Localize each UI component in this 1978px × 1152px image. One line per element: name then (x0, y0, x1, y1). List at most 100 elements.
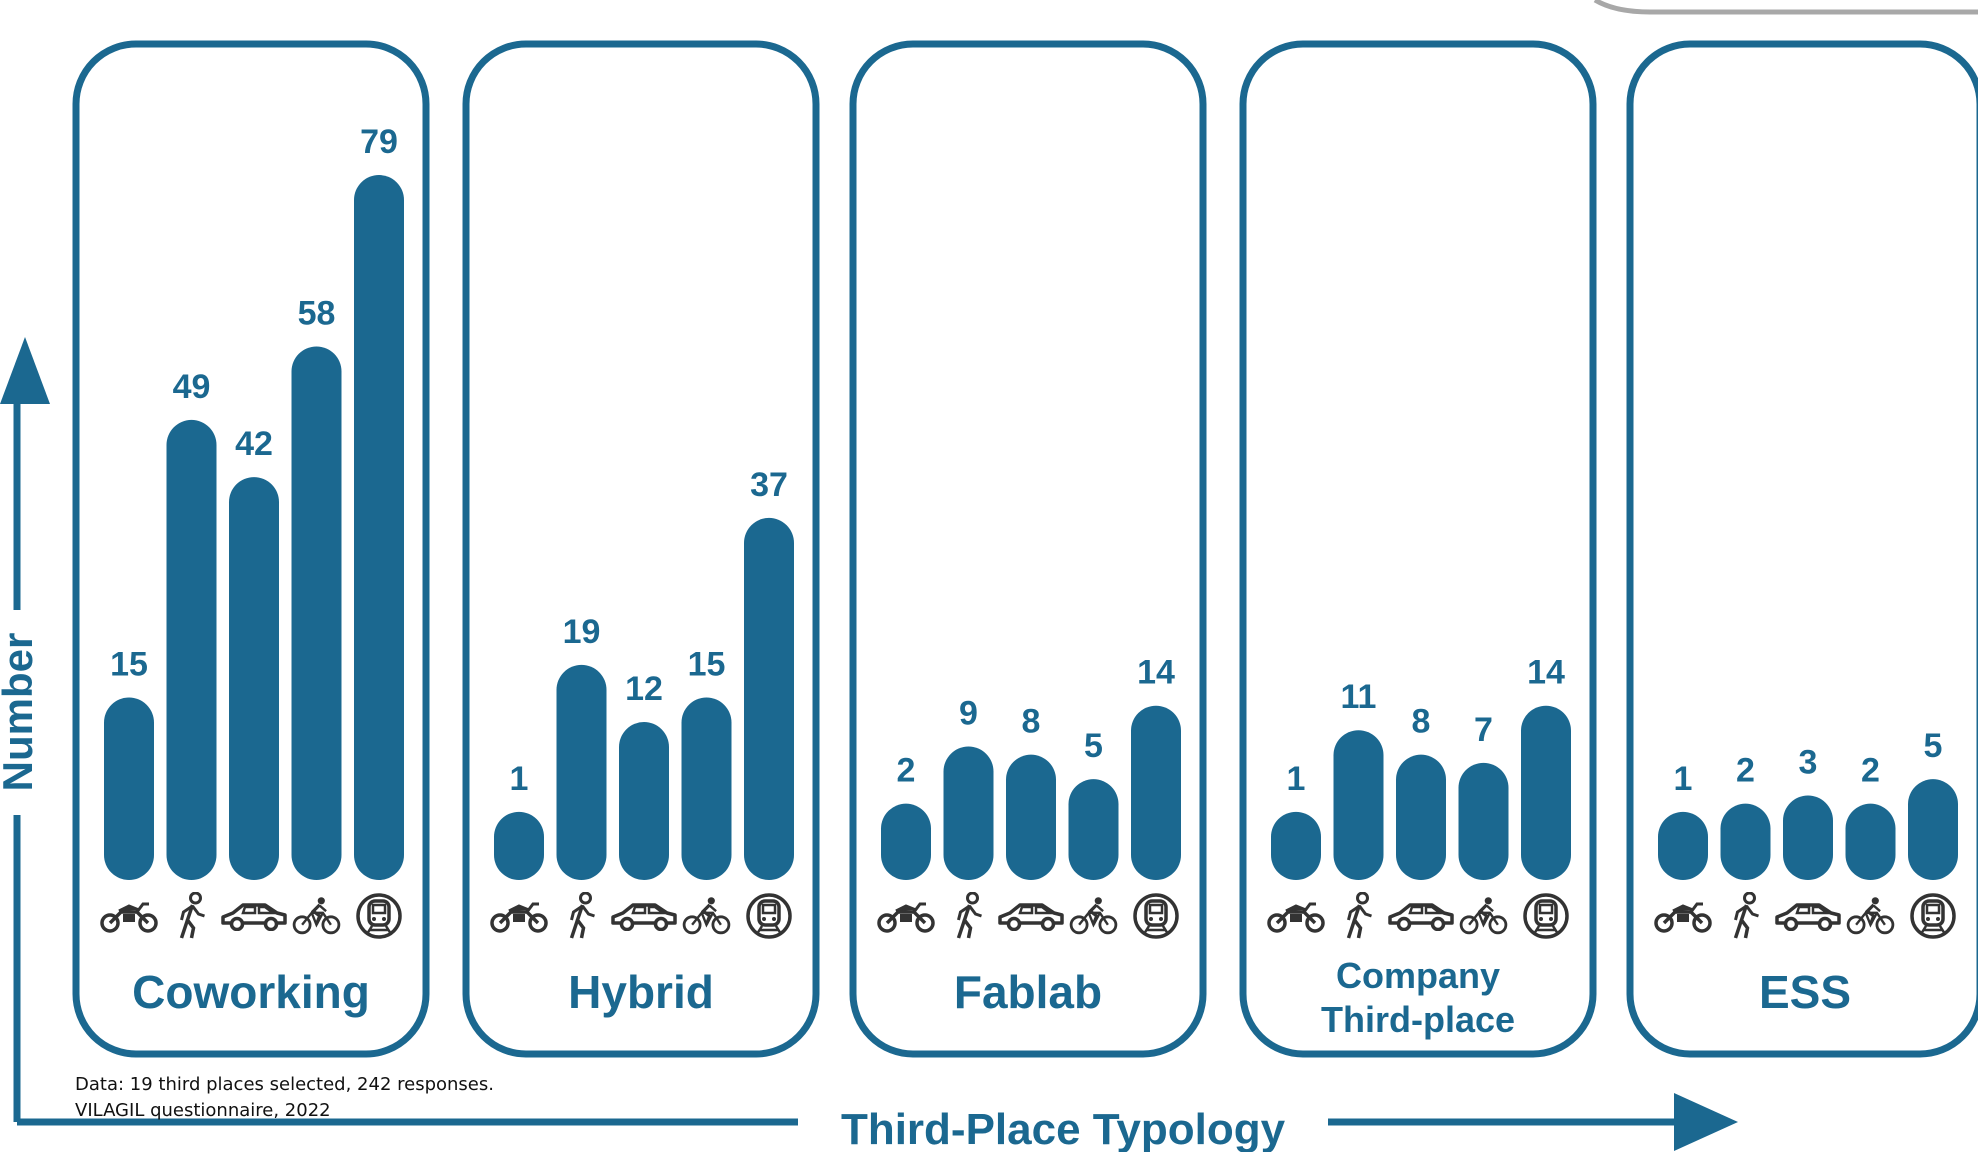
walking-icon (179, 892, 207, 940)
train-icon (1910, 893, 1956, 939)
bar-0-3 (291, 346, 342, 880)
bicycle-icon (1459, 896, 1508, 935)
value-label-1-3: 15 (688, 646, 726, 684)
bar-3-0 (1271, 811, 1321, 880)
train-icon (1523, 893, 1569, 939)
bar-3-1 (1333, 730, 1384, 880)
bar-4-3 (1845, 803, 1896, 880)
corner-frame-decoration (1593, 0, 1978, 15)
group-label-0: Coworking (132, 966, 370, 1018)
bar-2-4 (1131, 705, 1181, 880)
car-icon (1388, 903, 1454, 931)
bar-4-1 (1720, 803, 1771, 880)
bars-layer (104, 175, 1958, 880)
bar-2-1 (943, 746, 994, 880)
group-panels (72, 40, 1978, 1058)
panel-3 (1239, 40, 1597, 1058)
motorcycle-icon (1654, 902, 1712, 933)
value-label-2-2: 8 (1022, 703, 1041, 741)
value-label-3-1: 11 (1341, 678, 1377, 716)
walking-icon (1346, 892, 1374, 940)
bicycle-icon (1069, 896, 1118, 935)
y-axis-label: Number (0, 633, 41, 792)
group-label-1: Hybrid (568, 966, 714, 1018)
value-label-4-2: 3 (1799, 744, 1818, 782)
value-label-4-0: 1 (1674, 760, 1693, 798)
value-label-0-0: 15 (110, 646, 148, 684)
bar-2-3 (1068, 779, 1119, 880)
motorcycle-icon (490, 902, 548, 933)
value-label-1-1: 19 (563, 613, 601, 651)
value-label-0-3: 58 (298, 294, 336, 332)
x-axis: Third-Place Typology (17, 1093, 1738, 1152)
train-icon (1133, 893, 1179, 939)
y-axis: Number (0, 337, 50, 1122)
bar-0-4 (354, 175, 404, 880)
group-label-2: Fablab (954, 966, 1102, 1018)
panel-2 (849, 40, 1207, 1058)
group-labels-layer: Coworking Hybrid Fablab Company Third-place E… (132, 955, 1851, 1040)
motorcycle-icon (100, 902, 158, 933)
mode-icons-layer (100, 892, 1956, 940)
value-label-3-2: 8 (1412, 703, 1431, 741)
bar-0-1 (166, 419, 217, 880)
value-label-1-2: 12 (625, 670, 663, 708)
source-line-2: VILAGIL questionnaire, 2022 (75, 1100, 331, 1121)
car-icon (998, 903, 1064, 931)
bar-4-4 (1908, 779, 1958, 880)
value-label-2-1: 9 (959, 695, 978, 733)
car-icon (1775, 903, 1841, 931)
car-icon (611, 903, 677, 931)
value-label-4-1: 2 (1736, 752, 1755, 790)
group-label-3: Company Third-place (1321, 955, 1515, 1040)
bar-1-4 (744, 517, 794, 880)
train-icon (356, 893, 402, 939)
value-label-3-4: 14 (1527, 654, 1565, 692)
value-label-4-4: 5 (1924, 727, 1943, 765)
group-label-4: ESS (1759, 966, 1851, 1018)
motorcycle-icon (1267, 902, 1325, 933)
x-axis-arrow-icon (1674, 1093, 1738, 1151)
panel-0 (72, 40, 430, 1058)
walking-icon (956, 892, 984, 940)
bar-0-0 (104, 697, 154, 880)
value-label-2-0: 2 (897, 752, 916, 790)
bar-1-1 (556, 664, 607, 880)
bar-0-2 (229, 477, 279, 880)
bar-4-0 (1658, 811, 1708, 880)
value-label-1-4: 37 (750, 466, 788, 504)
value-label-2-3: 5 (1084, 727, 1103, 765)
bar-2-0 (881, 803, 931, 880)
walking-icon (1733, 892, 1761, 940)
source-note: Data: 19 third places selected, 242 resp… (75, 1072, 494, 1124)
value-label-3-0: 1 (1287, 760, 1306, 798)
bar-1-0 (494, 811, 544, 880)
bar-4-2 (1783, 795, 1833, 880)
y-axis-arrow-icon (0, 337, 50, 404)
bar-3-4 (1521, 705, 1571, 880)
bar-2-2 (1006, 754, 1056, 880)
bar-1-2 (619, 722, 669, 880)
train-icon (746, 893, 792, 939)
x-axis-label: Third-Place Typology (841, 1105, 1286, 1152)
value-label-0-1: 49 (173, 368, 211, 406)
value-label-1-0: 1 (510, 760, 529, 798)
panel-4 (1626, 40, 1978, 1058)
car-icon (221, 903, 287, 931)
value-label-3-3: 7 (1474, 711, 1493, 749)
source-line-1: Data: 19 third places selected, 242 resp… (75, 1074, 494, 1095)
value-label-0-4: 79 (360, 123, 398, 161)
bicycle-icon (292, 896, 341, 935)
bar-1-3 (681, 697, 732, 880)
motorcycle-icon (877, 902, 935, 933)
value-label-2-4: 14 (1137, 654, 1175, 692)
value-label-4-3: 2 (1861, 752, 1880, 790)
value-label-0-2: 42 (235, 425, 273, 463)
bicycle-icon (682, 896, 731, 935)
bar-3-3 (1458, 762, 1509, 880)
walking-icon (569, 892, 597, 940)
bicycle-icon (1846, 896, 1895, 935)
bar-3-2 (1396, 754, 1446, 880)
